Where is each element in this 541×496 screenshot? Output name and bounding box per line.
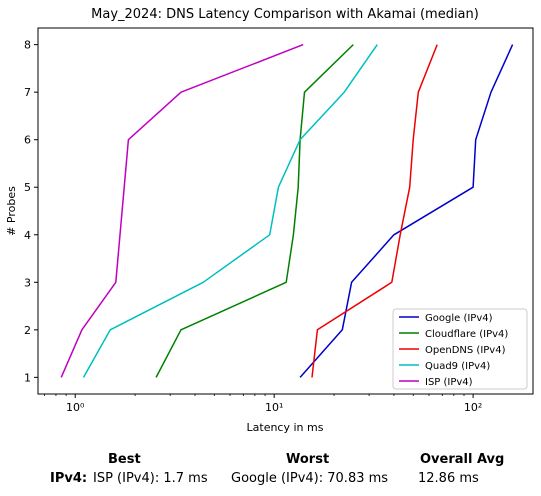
legend: Google (IPv4) Cloudflare (IPv4) OpenDNS (I… bbox=[392, 308, 528, 390]
legend-label-isp-ipv4: ISP (IPv4) bbox=[425, 377, 473, 388]
y-tick-label: 2 bbox=[24, 324, 31, 337]
y-tick-label: 8 bbox=[24, 39, 31, 52]
legend-label-cloudflare-ipv4: Cloudflare (IPv4) bbox=[425, 329, 508, 340]
y-tick-label: 1 bbox=[24, 371, 31, 384]
latency-chart: May_2024: DNS Latency Comparison with Ak… bbox=[5, 7, 534, 434]
x-tick-label: 10¹ bbox=[265, 401, 283, 414]
x-tick-label: 10² bbox=[464, 401, 482, 414]
y-tick-label: 6 bbox=[24, 134, 31, 147]
x-tick-label: 10⁰ bbox=[66, 401, 85, 414]
chart-title: May_2024: DNS Latency Comparison with Ak… bbox=[91, 7, 479, 22]
series-line-isp-ipv4 bbox=[60, 43, 304, 378]
y-axis-label: # Probes bbox=[5, 186, 18, 236]
series-line-quad9-ipv4 bbox=[82, 44, 378, 378]
worst-header: Worst bbox=[286, 452, 330, 467]
axes: 10⁰ 10¹ 10² 1 2 3 4 5 6 7 8 bbox=[24, 39, 482, 414]
legend-label-google-ipv4: Google (IPv4) bbox=[425, 313, 493, 324]
y-tick-label: 7 bbox=[24, 86, 31, 99]
plot-frame bbox=[37, 27, 534, 395]
ipv4-row-label: IPv4: bbox=[50, 471, 88, 486]
series-line-cloudflare-ipv4 bbox=[155, 44, 354, 378]
y-tick-label: 3 bbox=[24, 276, 31, 289]
y-tick-label: 4 bbox=[24, 229, 31, 242]
series-lines bbox=[60, 43, 514, 378]
legend-box bbox=[392, 308, 528, 390]
y-tick-label: 5 bbox=[24, 181, 31, 194]
best-header: Best bbox=[108, 452, 141, 467]
series-line-google-ipv4 bbox=[299, 44, 514, 378]
series-line-opendns-ipv4 bbox=[311, 44, 438, 378]
best-value: ISP (IPv4): 1.7 ms bbox=[93, 471, 208, 486]
legend-label-opendns-ipv4: OpenDNS (IPv4) bbox=[425, 345, 506, 356]
x-axis-label: Latency in ms bbox=[247, 421, 324, 434]
overall-avg-value: 12.86 ms bbox=[418, 471, 479, 486]
worst-value: Google (IPv4): 70.83 ms bbox=[231, 471, 389, 486]
overall-avg-header: Overall Avg bbox=[420, 452, 505, 467]
legend-label-quad9-ipv4: Quad9 (IPv4) bbox=[425, 361, 490, 372]
